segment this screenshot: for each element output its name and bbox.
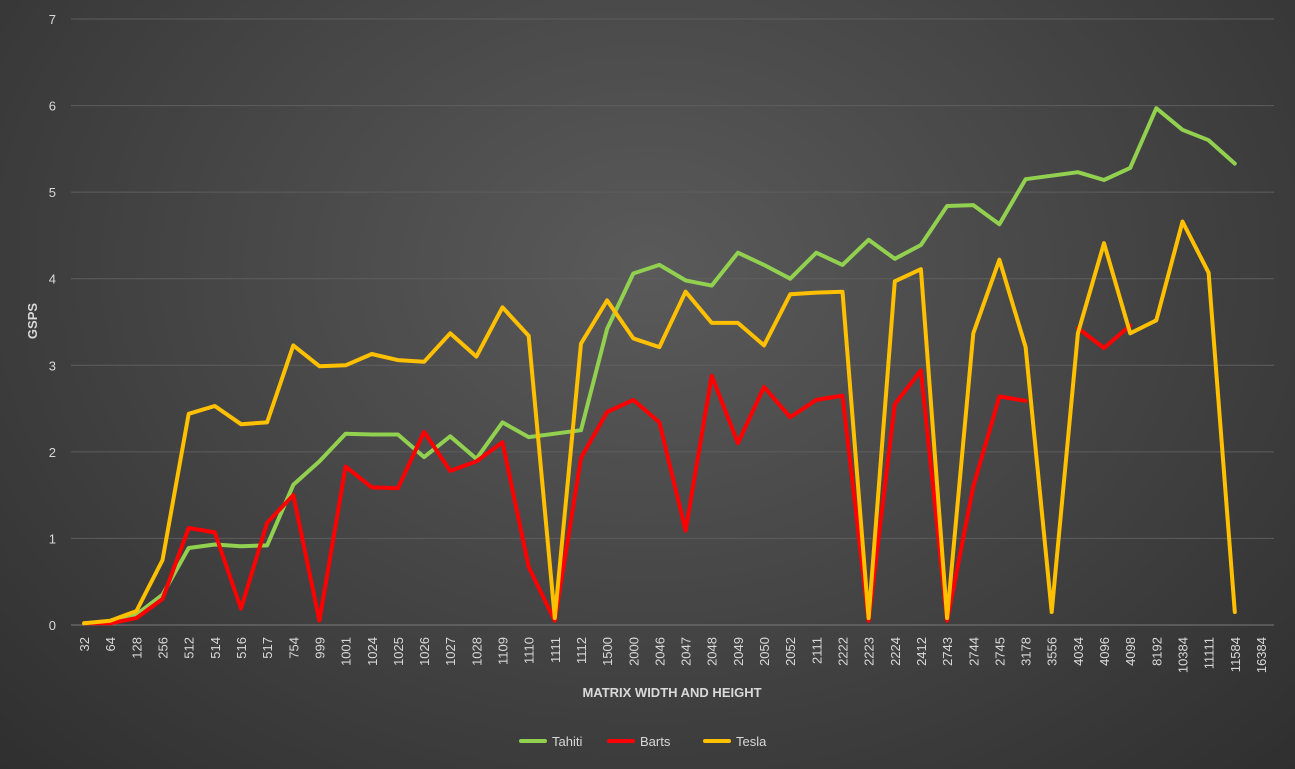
y-tick-label: 4: [49, 272, 56, 287]
x-axis-ticks: 32 64 128 256 512 514 516 517 754 999 1001 1024 1025…: [77, 637, 1269, 673]
y-tick-label: 0: [49, 618, 56, 633]
x-tick-label: 754: [286, 637, 301, 659]
y-tick-label: 5: [49, 185, 56, 200]
series-line-tesla: [82, 219, 1237, 626]
x-tick-label: 517: [260, 637, 275, 659]
x-tick-label: 2000: [626, 637, 641, 666]
x-tick-label: 3556: [1045, 637, 1060, 666]
x-tick-label: 10384: [1175, 637, 1190, 673]
series-line-tahiti: [82, 106, 1237, 626]
x-tick-label: 1027: [443, 637, 458, 666]
x-tick-label: 1001: [339, 637, 354, 666]
x-tick-label: 16384: [1254, 637, 1269, 673]
y-tick-label: 3: [49, 358, 56, 373]
x-tick-label: 2223: [862, 637, 877, 666]
x-tick-label: 1024: [365, 637, 380, 666]
x-tick-label: 64: [103, 637, 118, 651]
x-tick-label: 11111: [1202, 637, 1217, 669]
x-tick-label: 1112: [574, 637, 589, 664]
y-tick-label: 2: [49, 445, 56, 460]
x-tick-label: 2050: [757, 637, 772, 666]
x-tick-label: 1111: [548, 637, 563, 663]
y-axis-title: GSPS: [25, 303, 40, 339]
x-tick-label: 11584: [1228, 637, 1243, 672]
x-tick-label: 1025: [391, 637, 406, 666]
x-tick-label: 2047: [679, 637, 694, 666]
x-tick-label: 1028: [469, 637, 484, 666]
x-tick-label: 2224: [888, 637, 903, 666]
y-tick-label: 6: [49, 99, 56, 114]
legend-label-tesla: Tesla: [736, 734, 767, 749]
x-tick-label: 1500: [600, 637, 615, 666]
legend-label-tahiti: Tahiti: [552, 734, 582, 749]
x-tick-label: 512: [182, 637, 197, 659]
x-tick-label: 999: [312, 637, 327, 659]
x-tick-label: 2052: [783, 637, 798, 666]
x-tick-label: 2745: [992, 637, 1007, 666]
x-tick-label: 2046: [652, 637, 667, 666]
x-tick-label: 32: [77, 637, 92, 651]
y-tick-label: 1: [49, 531, 56, 546]
x-tick-label: 2412: [914, 637, 929, 666]
x-tick-label: 2222: [835, 637, 850, 666]
x-tick-label: 2049: [731, 637, 746, 666]
x-tick-label: 1026: [417, 637, 432, 666]
x-tick-label: 4034: [1071, 637, 1086, 666]
x-tick-label: 2048: [705, 637, 720, 666]
series-lines: [82, 106, 1237, 626]
y-axis-ticks: 0 1 2 3 4 5 6 7: [49, 12, 56, 633]
x-tick-label: 1110: [522, 637, 537, 664]
x-tick-label: 516: [234, 637, 249, 659]
x-tick-label: 2744: [966, 637, 981, 666]
series-line-barts: [82, 323, 1133, 626]
x-tick-label: 4098: [1123, 637, 1138, 666]
x-tick-label: 2111: [809, 637, 824, 664]
y-tick-label: 7: [49, 12, 56, 27]
x-tick-label: 256: [156, 637, 171, 659]
x-tick-label: 2743: [940, 637, 955, 666]
x-tick-label: 3178: [1019, 637, 1034, 666]
x-tick-label: 128: [129, 637, 144, 659]
legend-label-barts: Barts: [640, 734, 671, 749]
x-tick-label: 514: [208, 637, 223, 659]
legend: Tahiti Barts Tesla: [519, 734, 767, 749]
x-tick-label: 4096: [1097, 637, 1112, 666]
x-tick-label: 8192: [1149, 637, 1164, 666]
x-tick-label: 1109: [496, 637, 511, 665]
x-axis-title: MATRIX WIDTH AND HEIGHT: [582, 685, 761, 700]
